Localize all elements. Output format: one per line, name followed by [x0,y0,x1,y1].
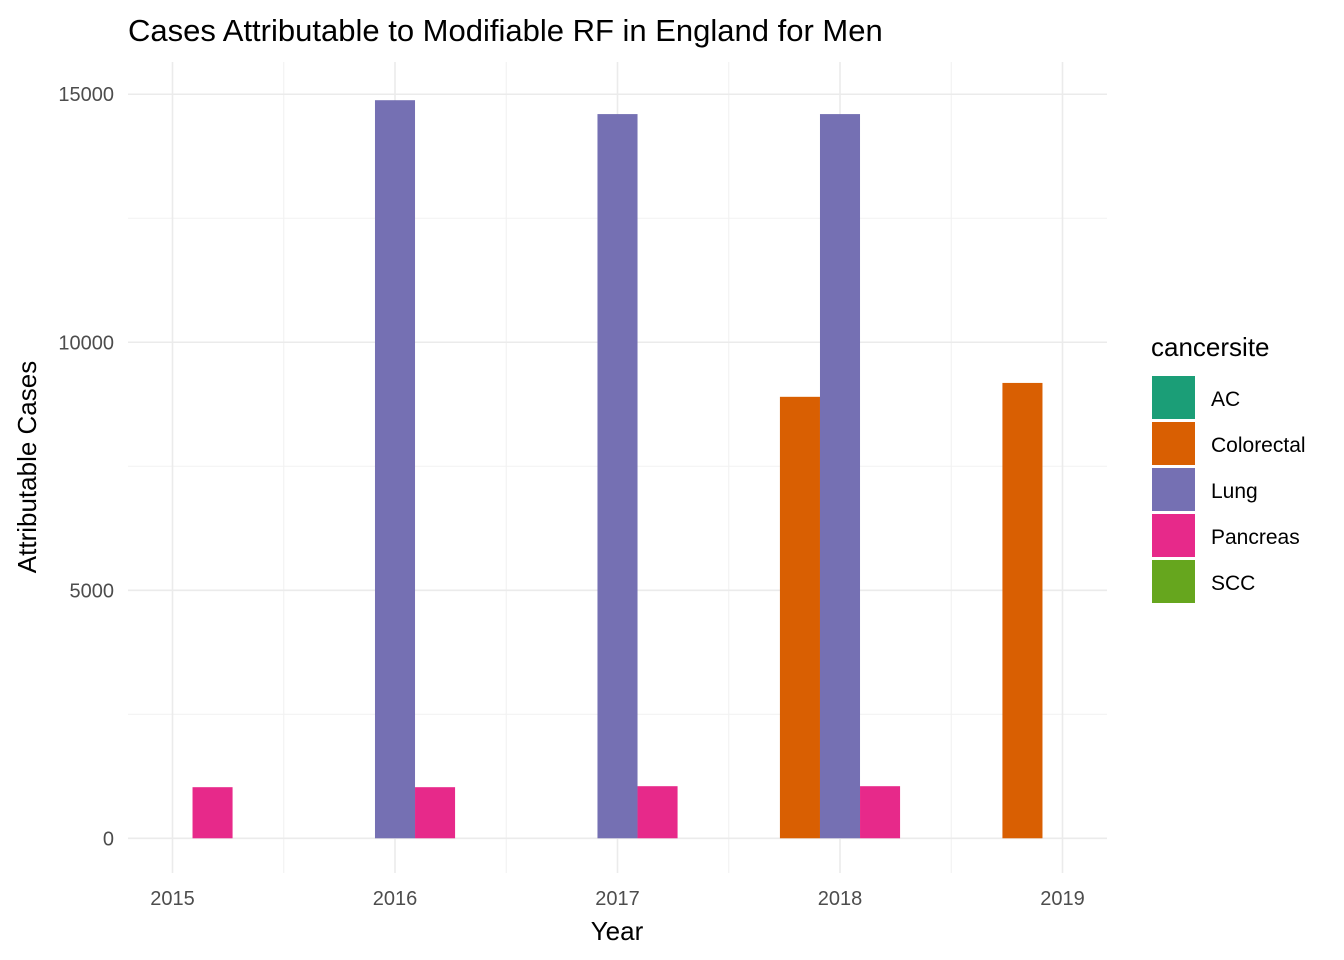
legend-swatch-scc [1152,560,1195,603]
bar-lung-2017 [597,114,638,839]
legend-swatch-lung [1152,468,1195,511]
bar-pancreas-2016 [415,787,456,839]
y-tick-label: 10000 [58,332,114,354]
bar-lung-2016 [374,100,416,839]
x-axis-ticks: 2015 2016 2017 2018 2019 [150,888,1085,910]
legend-title: cancersite [1151,332,1270,362]
legend-label-lung: Lung [1211,480,1258,503]
y-axis-title: Attributable Cases [12,361,42,573]
bar-pancreas-2018 [860,786,901,839]
x-tick-label: 2018 [818,888,863,910]
y-tick-label: 15000 [58,84,114,106]
bar-pancreas-2017 [637,786,678,839]
bar-colorectal-2019 [1002,382,1043,839]
legend-swatch-colorectal [1152,422,1195,465]
y-tick-label: 5000 [70,580,115,602]
legend-label-scc: SCC [1211,572,1255,595]
y-axis-ticks: 0 5000 10000 15000 [58,84,114,850]
legend: cancersite AC Colorectal Lung Pancreas SCC [1151,332,1306,603]
legend-swatch-pancreas [1152,514,1195,557]
bar-pancreas-2015 [192,787,233,839]
bar-colorectal-2018 [779,396,820,839]
legend-swatch-ac [1152,376,1195,419]
legend-label-ac: AC [1211,388,1240,411]
x-tick-label: 2015 [150,888,195,910]
x-tick-label: 2016 [373,888,418,910]
x-tick-label: 2017 [595,888,640,910]
bars-group [192,100,1043,839]
y-tick-label: 0 [103,828,114,850]
legend-label-pancreas: Pancreas [1211,526,1300,549]
chart-title: Cases Attributable to Modifiable RF in E… [128,13,883,48]
legend-label-colorectal: Colorectal [1211,434,1306,457]
x-tick-label: 2019 [1040,888,1085,910]
x-axis-title: Year [591,916,644,946]
bar-lung-2018 [819,114,861,839]
